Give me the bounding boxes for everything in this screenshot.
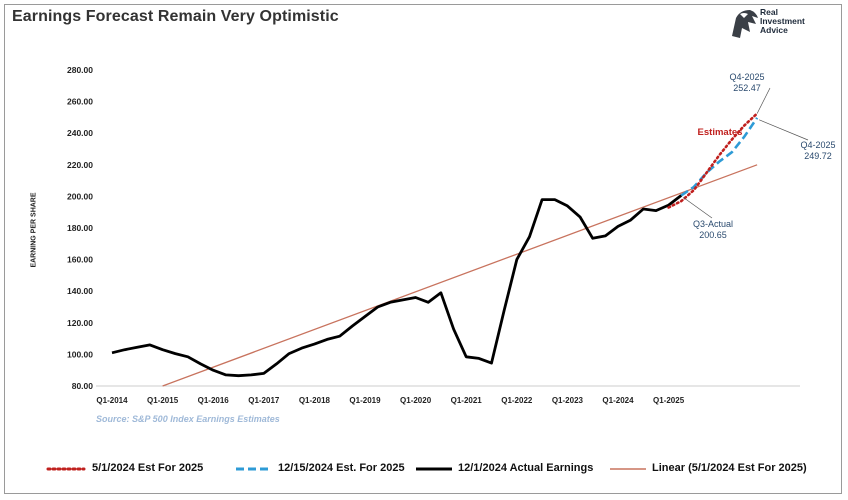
annotation-q4-low-line2: 249.72 [804,151,832,161]
legend-label: 5/1/2024 Est For 2025 [92,462,204,474]
x-tick-label: Q1-2017 [248,396,280,405]
series-solid-line [111,194,683,378]
annotations: Q4-2025252.47Q4-2025249.72Q3-Actual200.6… [683,72,836,240]
annotation-q4-high-line1: Q4-2025 [729,72,764,82]
x-tick-label: Q1-2014 [96,396,128,405]
y-tick-label: 220.00 [67,160,93,170]
legend-swatch-solid [416,467,452,471]
x-tick-label: Q1-2021 [451,396,483,405]
earnings-chart: 280.00 260.00 240.00 220.00 200.00 180.00 160.… [67,65,836,405]
source-note: Source: S&P 500 Index Earnings Estimates [96,414,280,424]
y-tick-label: 100.00 [67,349,93,359]
x-tick-label: Q1-2023 [552,396,584,405]
annotation-q3-actual-leader [683,197,713,219]
legend: 5/1/2024 Est For 2025 12/15/2024 Est. Fo… [40,456,830,482]
x-tick-label: Q1-2015 [147,396,179,405]
x-tick-label: Q1-2016 [198,396,230,405]
x-tick-labels: Q1-2014 Q1-2015 Q1-2016 Q1-2017 Q1-2018 Q1-20… [96,385,800,405]
x-tick-label: Q1-2022 [501,396,533,405]
legend-label: Linear (5/1/2024 Est For 2025) [652,462,807,474]
x-tick-label: Q1-2019 [349,396,381,405]
series-dotted-line [667,112,759,209]
series-dashed-line [680,117,759,197]
y-tick-label: 240.00 [67,128,93,138]
y-tick-label: 280.00 [67,65,93,75]
y-tick-label: 200.00 [67,191,93,201]
series-trend-line [162,164,758,387]
logo-text: Real Investment Advice [760,7,805,35]
eagle-logo-icon [732,10,758,38]
y-tick-label: 80.00 [72,381,94,391]
annotation-q4-high-line2: 252.47 [733,83,761,93]
chart-frame [4,4,842,494]
y-tick-labels: 280.00 260.00 240.00 220.00 200.00 180.00 160.… [67,65,93,391]
series-lines [111,112,759,387]
x-tick-label: Q1-2024 [602,396,634,405]
x-tick-label: Q1-2018 [299,396,331,405]
legend-swatch-trend [610,468,646,470]
y-tick-label: 160.00 [67,255,93,265]
legend-swatch-dotted [46,467,86,471]
legend-swatch-dashed [236,467,272,471]
annotation-q3-actual-line1: Q3-Actual [693,219,733,229]
y-tick-label: 120.00 [67,318,93,328]
annotation-q4-low-leader [759,119,809,141]
x-tick-label: Q1-2020 [400,396,432,405]
y-tick-label: 180.00 [67,223,93,233]
y-tick-label: 140.00 [67,286,93,296]
y-tick-label: 260.00 [67,97,93,107]
annotation-q3-actual-line2: 200.65 [699,230,727,240]
annotation-estimates-line1: Estimates [698,127,743,138]
annotation-q4-high-leader [756,87,771,114]
legend-label: 12/1/2024 Actual Earnings [458,462,594,474]
x-tick-label: Q1-2025 [653,396,685,405]
annotation-q4-low-line1: Q4-2025 [800,140,835,150]
chart-title: Earnings Forecast Remain Very Optimistic [12,8,339,25]
legend-label: 12/15/2024 Est. For 2025 [278,462,405,474]
